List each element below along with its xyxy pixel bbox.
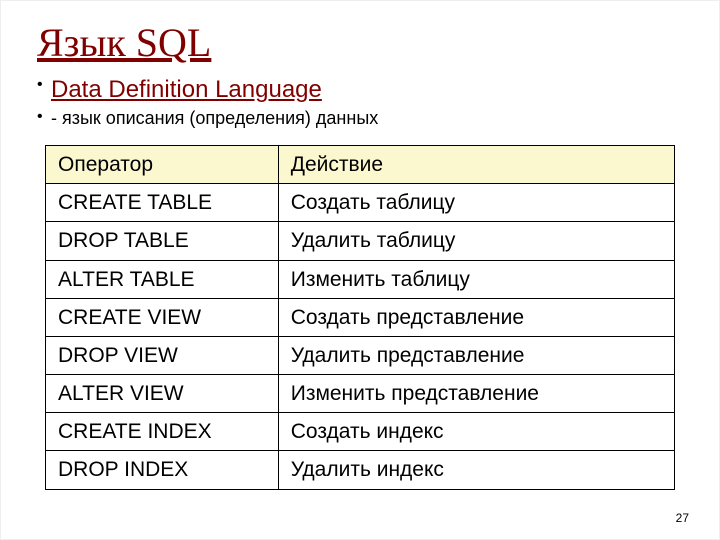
table-row: ALTER VIEW Изменить представление <box>46 375 675 413</box>
cell-operator: DROP TABLE <box>46 222 279 260</box>
cell-action: Удалить представление <box>278 336 674 374</box>
page-number: 27 <box>676 511 689 525</box>
table-row: DROP TABLE Удалить таблицу <box>46 222 675 260</box>
cell-operator: DROP INDEX <box>46 451 279 489</box>
cell-action: Создать представление <box>278 298 674 336</box>
cell-operator: CREATE VIEW <box>46 298 279 336</box>
table-row: DROP INDEX Удалить индекс <box>46 451 675 489</box>
cell-action: Создать индекс <box>278 413 674 451</box>
cell-action: Изменить представление <box>278 375 674 413</box>
table-row: CREATE VIEW Создать представление <box>46 298 675 336</box>
cell-action: Создать таблицу <box>278 184 674 222</box>
slide-title: Язык SQL <box>37 19 683 66</box>
ddl-operators-table: Оператор Действие CREATE TABLE Создать т… <box>45 145 675 490</box>
table-row: CREATE INDEX Создать индекс <box>46 413 675 451</box>
cell-action: Удалить индекс <box>278 451 674 489</box>
cell-action: Удалить таблицу <box>278 222 674 260</box>
table-row: CREATE TABLE Создать таблицу <box>46 184 675 222</box>
bullet-list: Data Definition Language - язык описания… <box>37 74 683 131</box>
table-row: ALTER TABLE Изменить таблицу <box>46 260 675 298</box>
col-operator: Оператор <box>46 145 279 183</box>
bullet-ddl-desc: - язык описания (определения) данных <box>51 108 378 128</box>
cell-operator: CREATE INDEX <box>46 413 279 451</box>
cell-operator: ALTER TABLE <box>46 260 279 298</box>
col-action: Действие <box>278 145 674 183</box>
bullet-ddl: Data Definition Language <box>51 76 322 103</box>
cell-action: Изменить таблицу <box>278 260 674 298</box>
cell-operator: ALTER VIEW <box>46 375 279 413</box>
cell-operator: DROP VIEW <box>46 336 279 374</box>
cell-operator: CREATE TABLE <box>46 184 279 222</box>
table-header-row: Оператор Действие <box>46 145 675 183</box>
table-row: DROP VIEW Удалить представление <box>46 336 675 374</box>
